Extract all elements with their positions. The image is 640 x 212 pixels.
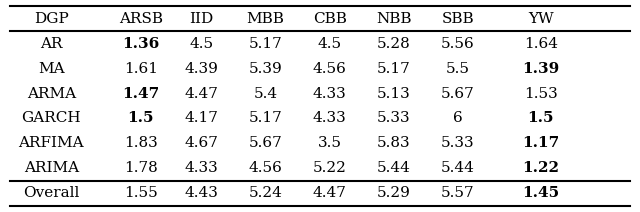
Text: 5.33: 5.33 bbox=[377, 112, 410, 126]
Text: 1.39: 1.39 bbox=[522, 62, 559, 76]
Text: 4.5: 4.5 bbox=[189, 37, 214, 51]
Text: 4.47: 4.47 bbox=[185, 86, 218, 100]
Text: 1.22: 1.22 bbox=[522, 161, 559, 175]
Text: 4.47: 4.47 bbox=[313, 186, 346, 200]
Text: 5.17: 5.17 bbox=[249, 37, 282, 51]
Text: 1.78: 1.78 bbox=[124, 161, 157, 175]
Text: 5.17: 5.17 bbox=[249, 112, 282, 126]
Text: AR: AR bbox=[40, 37, 63, 51]
Text: 5.56: 5.56 bbox=[441, 37, 474, 51]
Text: 5.57: 5.57 bbox=[441, 186, 474, 200]
Text: 5.44: 5.44 bbox=[377, 161, 410, 175]
Text: 4.33: 4.33 bbox=[313, 86, 346, 100]
Text: 1.5: 1.5 bbox=[127, 112, 154, 126]
Text: 5.44: 5.44 bbox=[441, 161, 474, 175]
Text: 1.47: 1.47 bbox=[122, 86, 159, 100]
Text: 4.33: 4.33 bbox=[313, 112, 346, 126]
Text: 1.53: 1.53 bbox=[524, 86, 557, 100]
Text: 1.64: 1.64 bbox=[524, 37, 558, 51]
Text: ARSB: ARSB bbox=[119, 12, 163, 26]
Text: 1.83: 1.83 bbox=[124, 136, 157, 150]
Text: 4.67: 4.67 bbox=[185, 136, 218, 150]
Text: ARIMA: ARIMA bbox=[24, 161, 79, 175]
Text: SBB: SBB bbox=[442, 12, 474, 26]
Text: CBB: CBB bbox=[313, 12, 346, 26]
Text: 1.36: 1.36 bbox=[122, 37, 159, 51]
Text: 1.61: 1.61 bbox=[124, 62, 158, 76]
Text: MBB: MBB bbox=[246, 12, 285, 26]
Text: GARCH: GARCH bbox=[21, 112, 81, 126]
Text: NBB: NBB bbox=[376, 12, 412, 26]
Text: 4.56: 4.56 bbox=[313, 62, 346, 76]
Text: 5.22: 5.22 bbox=[313, 161, 346, 175]
Text: ARFIMA: ARFIMA bbox=[19, 136, 84, 150]
Text: MA: MA bbox=[38, 62, 65, 76]
Text: 5.39: 5.39 bbox=[249, 62, 282, 76]
Text: Overall: Overall bbox=[23, 186, 79, 200]
Text: 5.29: 5.29 bbox=[377, 186, 410, 200]
Text: 5.67: 5.67 bbox=[249, 136, 282, 150]
Text: 5.28: 5.28 bbox=[377, 37, 410, 51]
Text: ARMA: ARMA bbox=[27, 86, 76, 100]
Text: 4.33: 4.33 bbox=[185, 161, 218, 175]
Text: IID: IID bbox=[189, 12, 214, 26]
Text: 1.45: 1.45 bbox=[522, 186, 559, 200]
Text: YW: YW bbox=[528, 12, 554, 26]
Text: 4.17: 4.17 bbox=[185, 112, 218, 126]
Text: 5.24: 5.24 bbox=[249, 186, 282, 200]
Text: 5.17: 5.17 bbox=[377, 62, 410, 76]
Text: DGP: DGP bbox=[34, 12, 68, 26]
Text: 4.56: 4.56 bbox=[249, 161, 282, 175]
Text: 4.39: 4.39 bbox=[185, 62, 218, 76]
Text: 4.43: 4.43 bbox=[185, 186, 218, 200]
Text: 5.83: 5.83 bbox=[377, 136, 410, 150]
Text: 5.4: 5.4 bbox=[253, 86, 278, 100]
Text: 3.5: 3.5 bbox=[317, 136, 342, 150]
Text: 1.17: 1.17 bbox=[522, 136, 559, 150]
Text: 5.5: 5.5 bbox=[445, 62, 470, 76]
Text: 5.67: 5.67 bbox=[441, 86, 474, 100]
Text: 6: 6 bbox=[452, 112, 463, 126]
Text: 4.5: 4.5 bbox=[317, 37, 342, 51]
Text: 5.13: 5.13 bbox=[377, 86, 410, 100]
Text: 1.5: 1.5 bbox=[527, 112, 554, 126]
Text: 5.33: 5.33 bbox=[441, 136, 474, 150]
Text: 1.55: 1.55 bbox=[124, 186, 157, 200]
